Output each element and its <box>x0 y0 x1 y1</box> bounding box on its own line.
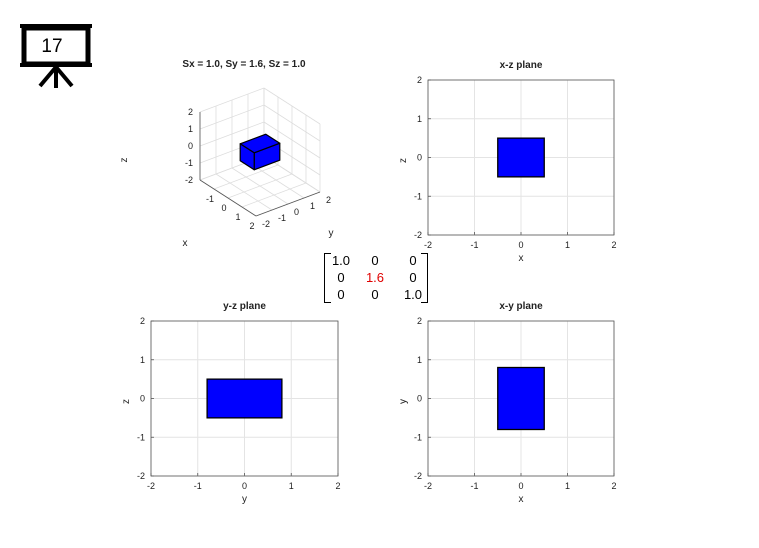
y-tick-label: 2 <box>326 195 331 205</box>
x-tick-label: -1 <box>206 194 214 204</box>
x-axis-label: x <box>519 253 524 264</box>
scaling-matrix: 1.0 0 0 0 1.6 0 0 0 1.0 <box>320 253 432 303</box>
x-tick-label: 2 <box>611 240 616 250</box>
matrix-cell: 1.0 <box>403 287 423 302</box>
matrix-cell: 0 <box>371 287 379 302</box>
x-tick-label: 2 <box>611 481 616 491</box>
shape-rect <box>497 137 545 178</box>
plot-title: y-z plane <box>223 301 266 312</box>
x-axis-label: x <box>519 494 524 505</box>
y-tick-label: 1 <box>140 355 145 365</box>
y-tick-label: -1 <box>414 191 422 201</box>
y-tick-label: -1 <box>137 432 145 442</box>
y-axis-label: y <box>398 399 409 404</box>
y-tick-label: 0 <box>417 394 422 404</box>
plot-title: x-y plane <box>499 301 543 312</box>
y-tick-label: 0 <box>417 153 422 163</box>
plot-frame <box>427 320 615 477</box>
grid-line <box>199 121 265 147</box>
z-tick-label: 0 <box>188 141 193 151</box>
x-axis-label: y <box>242 494 247 505</box>
y-axis-label: z <box>398 158 409 163</box>
grid-line <box>215 173 273 211</box>
grid-line <box>231 167 289 205</box>
x-tick-label: -2 <box>424 240 432 250</box>
x-tick-label: 1 <box>565 481 570 491</box>
matrix-cell: 1.0 <box>331 253 351 268</box>
shape-rect <box>206 378 283 419</box>
x-tick-label: 0 <box>518 240 523 250</box>
y-axis-label: z <box>121 399 132 404</box>
presentation-icon <box>20 24 92 88</box>
x-axis-line <box>199 179 257 217</box>
matrix-cell: 0 <box>371 253 379 268</box>
grid-line <box>263 87 321 125</box>
matrix-left-bracket <box>324 253 331 303</box>
matrix-cell: 0 <box>409 253 417 268</box>
matrix-cell-highlighted: 1.6 <box>365 270 385 285</box>
grid-line <box>263 121 321 159</box>
y-axis-label: y <box>329 228 334 239</box>
grid-line <box>199 104 265 130</box>
shape-rect <box>497 366 545 431</box>
matrix-cell: 0 <box>409 270 417 285</box>
matrix-right-bracket <box>421 253 428 303</box>
x-tick-label: 1 <box>235 212 240 222</box>
box-face <box>239 133 281 154</box>
z-tick-label: 1 <box>188 124 193 134</box>
z-tick-label: -1 <box>185 158 193 168</box>
plot-title: x-z plane <box>500 60 543 71</box>
y-tick-label: 2 <box>417 75 422 85</box>
z-axis-label: z <box>119 158 130 163</box>
z-tick-label: 2 <box>188 107 193 117</box>
x-tick-label: 0 <box>242 481 247 491</box>
grid-line <box>199 87 265 113</box>
y-tick-label: 1 <box>310 201 315 211</box>
z-tick-label: -2 <box>185 175 193 185</box>
y-tick-label: -1 <box>278 213 286 223</box>
x-tick-label: 0 <box>221 203 226 213</box>
x-tick-label: -2 <box>424 481 432 491</box>
y-axis-line <box>255 191 321 217</box>
x-tick-label: 1 <box>289 481 294 491</box>
x-tick-label: 1 <box>565 240 570 250</box>
x-tick-label: -1 <box>470 240 478 250</box>
y-tick-label: -1 <box>414 432 422 442</box>
x-tick-label: -1 <box>194 481 202 491</box>
x-axis-label: x <box>183 238 188 249</box>
y-tick-label: 1 <box>417 355 422 365</box>
y-tick-label: 0 <box>140 394 145 404</box>
plane-plot: -2 -1 0 1 2 2 1 0 -1 -2 y-z plane y z <box>121 301 341 505</box>
y-tick-label: 0 <box>294 207 299 217</box>
x-tick-label: 2 <box>335 481 340 491</box>
x-tick-label: -1 <box>470 481 478 491</box>
y-tick-label: -2 <box>262 219 270 229</box>
plot-frame <box>427 79 615 236</box>
matrix-cell: 0 <box>337 270 345 285</box>
x-tick-label: 2 <box>249 221 254 231</box>
grid-line <box>263 104 321 142</box>
y-tick-label: -2 <box>414 230 422 240</box>
y-tick-label: -2 <box>414 471 422 481</box>
matrix-cell: 0 <box>337 287 345 302</box>
y-tick-label: 2 <box>417 316 422 326</box>
slide-number: 17 <box>41 36 63 57</box>
y-tick-label: -2 <box>137 471 145 481</box>
x-tick-label: -2 <box>147 481 155 491</box>
plane-plot: -2 -1 0 1 2 2 1 0 -1 -2 x-y plane x y <box>398 301 617 505</box>
plane-plot: -2 -1 0 1 2 2 1 0 -1 -2 x-z plane x z <box>398 60 617 264</box>
x-tick-label: 0 <box>518 481 523 491</box>
y-tick-label: 2 <box>140 316 145 326</box>
y-tick-label: 1 <box>417 114 422 124</box>
plot-title: Sx = 1.0, Sy = 1.6, Sz = 1.0 <box>182 59 306 70</box>
plot-frame <box>150 320 339 477</box>
